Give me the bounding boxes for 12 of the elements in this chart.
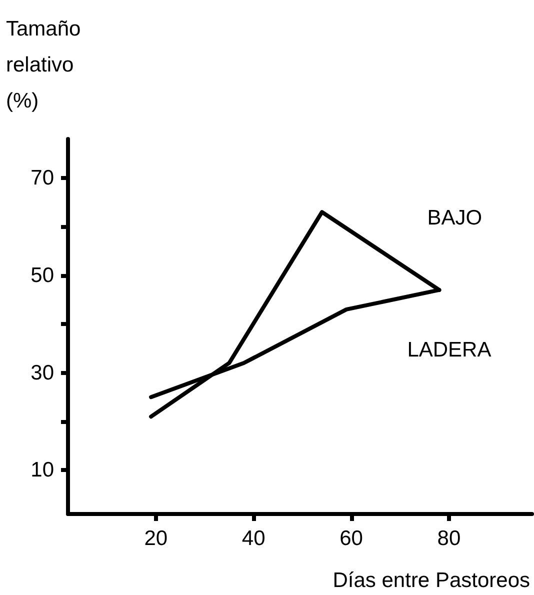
text: BAJO — [427, 206, 482, 230]
y-axis-title: Tamaño relativo (%) — [6, 18, 81, 112]
x-tick-label: 60 — [340, 527, 363, 550]
x-tick-label: 80 — [437, 527, 461, 550]
x-axis-title: Días entre Pastoreos — [332, 569, 530, 592]
y-tick-label: 70 — [30, 166, 54, 190]
y-tick-label: 50 — [30, 264, 54, 287]
y-tick-label: 30 — [30, 361, 54, 384]
series-label: LADERA — [407, 338, 492, 362]
x-tick-label: 40 — [242, 527, 266, 550]
x-tick-label: 20 — [144, 527, 168, 550]
y-tick-label: 10 — [30, 458, 54, 482]
